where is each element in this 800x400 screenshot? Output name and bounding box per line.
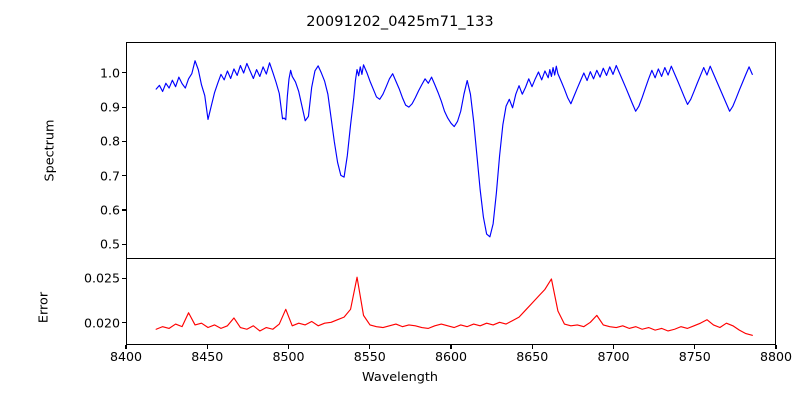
x-tick-mark (612, 345, 615, 349)
page-title: 20091202_0425m71_133 (306, 14, 494, 30)
x-tick-label: 8600 (434, 349, 468, 364)
error-plot-area (126, 258, 776, 345)
x-tick-label: 8700 (597, 349, 630, 364)
x-tick-label: 8450 (191, 349, 224, 364)
x-tick-mark (531, 345, 533, 349)
y-tick-mark-spectrum (122, 72, 126, 74)
y-tick-label-spectrum: 0.7 (99, 168, 120, 184)
x-tick-label: 8500 (272, 349, 305, 364)
y-tick-label-error: 0.020 (83, 315, 120, 331)
y-tick-mark-spectrum (122, 243, 126, 245)
y-tick-mark-spectrum (122, 106, 126, 108)
y-tick-mark-spectrum (122, 140, 126, 143)
y-tick-mark-error (122, 277, 126, 279)
y-tick-label-spectrum: 0.6 (99, 202, 120, 218)
y-axis-label-spectrum: Spectrum (42, 119, 58, 182)
y-tick-label-spectrum: 0.8 (99, 133, 120, 149)
x-tick-label: 8400 (109, 349, 143, 364)
x-tick-mark (694, 345, 696, 349)
y-tick-label-error: 0.025 (83, 270, 120, 286)
y-axis-label-error: Error (36, 291, 52, 324)
y-tick-mark-spectrum (122, 175, 126, 177)
y-tick-label-spectrum: 1.0 (99, 65, 120, 81)
error-line-series (127, 259, 775, 344)
x-tick-mark (125, 345, 127, 349)
x-tick-label: 8800 (759, 349, 793, 364)
y-tick-label-spectrum: 0.9 (99, 99, 120, 115)
y-tick-label-spectrum: 0.5 (99, 236, 120, 252)
x-tick-label: 8650 (516, 349, 549, 364)
x-tick-mark (287, 345, 290, 349)
spectrum-line-series (127, 43, 775, 258)
x-tick-label: 8550 (353, 349, 386, 364)
x-tick-label: 8750 (678, 349, 711, 364)
x-tick-mark (450, 345, 452, 349)
y-tick-mark-spectrum (122, 209, 126, 211)
y-tick-mark-error (122, 322, 126, 324)
x-tick-mark (369, 345, 371, 349)
spectrum-plot-area (126, 42, 776, 258)
x-tick-mark (775, 345, 777, 349)
x-axis-label: Wavelength (362, 370, 438, 385)
x-tick-mark (206, 345, 208, 349)
